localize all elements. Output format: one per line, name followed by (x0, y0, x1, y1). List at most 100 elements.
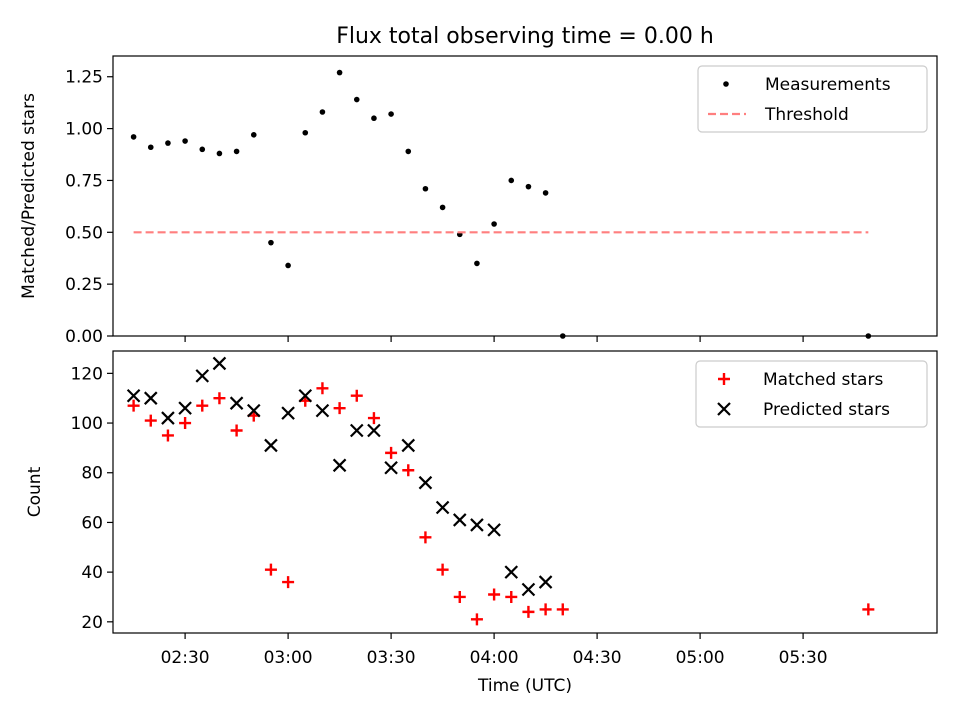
data-point (144, 414, 157, 427)
data-point (285, 262, 291, 269)
legend-marker (718, 373, 730, 385)
x-tick-label: 02:30 (161, 648, 210, 668)
x-axis-label: Time (UTC) (477, 676, 572, 696)
data-point (388, 111, 394, 117)
data-point (525, 183, 532, 190)
data-point (316, 382, 329, 395)
data-point (282, 576, 295, 589)
data-point (453, 590, 466, 603)
data-point (143, 391, 158, 405)
y-axis-label: Count (25, 466, 45, 517)
y-tick-label: 1.00 (65, 120, 103, 140)
data-point (298, 388, 313, 403)
legend-label: Measurements (765, 75, 891, 95)
data-point (385, 446, 398, 459)
data-point (230, 424, 243, 437)
data-point (487, 523, 501, 537)
y-tick-label: 120 (71, 364, 103, 384)
data-point (538, 575, 553, 589)
data-point (402, 464, 415, 477)
bottom-panel: 20 40 60 80 100 120 02:30 03:00 03:30 04:00 04:30 0… (25, 350, 938, 696)
y-axis-label: Matched/Predicted stars (19, 93, 39, 299)
figure-title: Flux total observing time = 0.00 h (336, 24, 714, 49)
data-point (488, 588, 501, 601)
series-measurements (130, 69, 872, 339)
data-point (521, 582, 536, 597)
data-point (862, 603, 875, 616)
data-point (161, 411, 175, 425)
data-point (865, 333, 872, 339)
data-point (508, 177, 515, 184)
legend-marker (723, 81, 729, 87)
y-tick-label: 0.00 (65, 327, 103, 347)
y-tick-label: 0.25 (65, 275, 103, 295)
y-tick-label: 80 (81, 464, 103, 484)
data-point (130, 134, 137, 140)
data-point (199, 146, 206, 153)
data-point (384, 460, 398, 475)
data-point (165, 140, 171, 146)
data-point (246, 403, 261, 418)
data-point (504, 565, 519, 579)
data-point (229, 396, 244, 410)
data-point (556, 603, 569, 616)
data-point (418, 475, 433, 490)
legend-label: Predicted stars (763, 400, 890, 420)
data-point (350, 389, 363, 402)
data-point (422, 185, 429, 192)
data-point (212, 356, 227, 371)
y-tick-label: 100 (71, 414, 103, 434)
data-point (336, 69, 343, 76)
data-point (315, 403, 330, 418)
data-point (161, 429, 174, 442)
data-point (126, 388, 141, 403)
data-point (332, 458, 347, 473)
legend-box (695, 360, 928, 428)
legend-box (697, 65, 928, 133)
data-point (470, 518, 484, 532)
axes-frame (112, 55, 938, 337)
data-point (233, 148, 240, 155)
data-point (302, 129, 309, 136)
data-point (349, 423, 364, 438)
x-tick-label: 05:00 (676, 648, 725, 668)
data-point (195, 369, 210, 383)
data-point (333, 402, 346, 415)
data-point (264, 563, 277, 576)
data-point (435, 500, 450, 515)
data-point (353, 96, 360, 103)
legend: Matched stars Predicted stars (695, 360, 928, 428)
data-point (216, 150, 223, 157)
data-point (367, 423, 381, 438)
data-point (401, 438, 416, 453)
data-point (127, 399, 140, 412)
data-point (474, 260, 480, 267)
y-tick-label: 1.25 (65, 68, 103, 88)
data-point (539, 603, 552, 616)
data-point (405, 148, 412, 155)
data-point (147, 144, 154, 151)
data-point (264, 438, 278, 453)
data-point (250, 132, 257, 138)
legend-marker (717, 402, 731, 416)
data-point (213, 392, 226, 405)
legend: Measurements Threshold (697, 65, 928, 133)
data-point (179, 417, 192, 430)
x-tick-label: 04:00 (470, 648, 519, 668)
data-point (178, 401, 192, 415)
data-point (491, 221, 497, 227)
y-tick-label: 0.75 (65, 171, 103, 191)
series-predicted-stars (126, 356, 553, 597)
top-panel: 0.00 0.25 0.50 0.75 1.00 1.25 Matched/Predicte… (19, 55, 938, 347)
data-point (281, 406, 295, 420)
y-tick-label: 40 (81, 563, 103, 583)
y-tick-label: 60 (81, 513, 103, 533)
data-point (182, 138, 188, 144)
x-tick-label: 03:30 (367, 648, 416, 668)
data-point (522, 605, 535, 618)
legend-label: Threshold (764, 105, 849, 125)
data-point (505, 590, 518, 603)
y-tick-label: 0.50 (65, 223, 103, 243)
data-point (371, 115, 377, 122)
